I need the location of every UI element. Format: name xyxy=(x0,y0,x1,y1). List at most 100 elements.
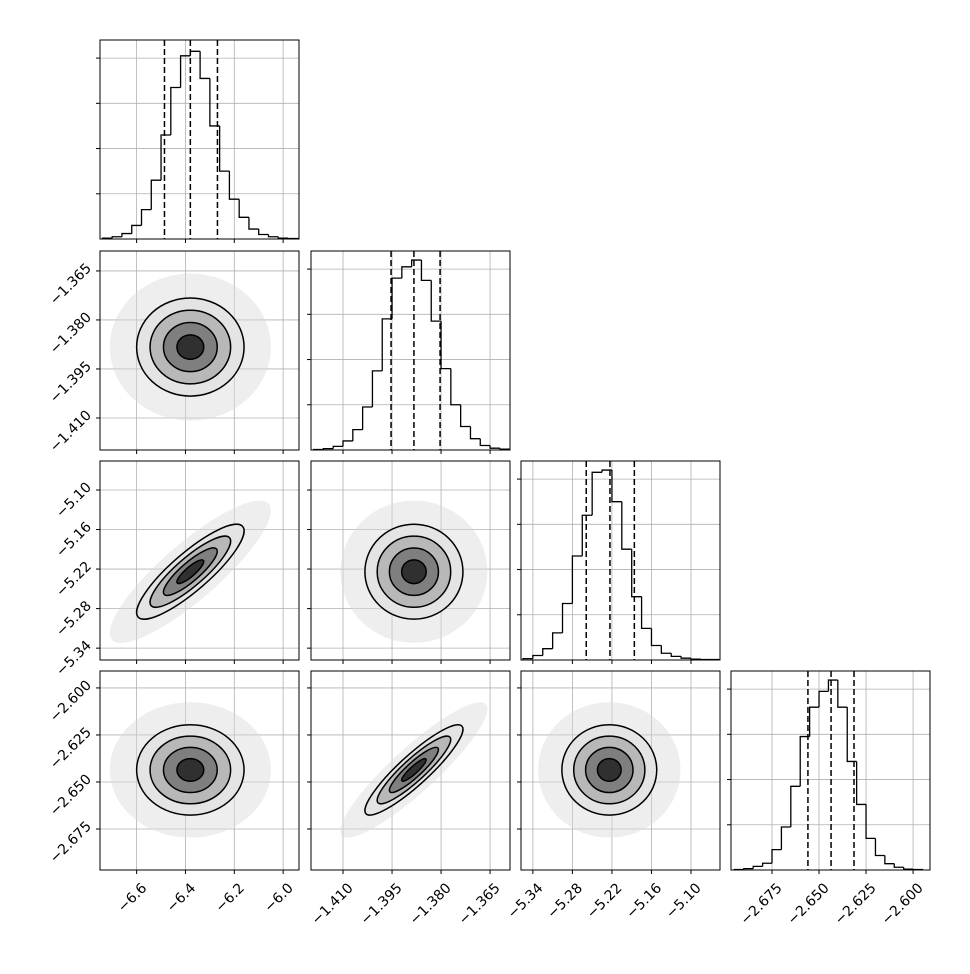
histogram-bin xyxy=(810,707,819,736)
y-tick-label: −1.380 xyxy=(47,309,95,357)
histogram-bin xyxy=(661,646,671,654)
histogram-bin xyxy=(681,656,691,658)
histogram-bin xyxy=(190,51,200,56)
x-tick-label: −5.34 xyxy=(505,880,547,922)
histogram-bin xyxy=(461,405,471,427)
histogram-bin xyxy=(239,199,249,217)
histogram-bin xyxy=(533,655,543,658)
y-tick-label: −1.395 xyxy=(47,358,95,406)
histogram-bin xyxy=(402,267,412,278)
histogram-bin xyxy=(259,229,269,234)
histogram-bin xyxy=(353,430,363,441)
contour xyxy=(402,560,427,584)
x-tick-label: −2.625 xyxy=(832,880,880,928)
histogram-bin xyxy=(857,761,866,804)
x-tick-label: −6.2 xyxy=(213,880,248,915)
x-tick-label: −5.10 xyxy=(663,880,705,922)
panel xyxy=(311,461,510,660)
x-tick-label: −6.4 xyxy=(164,880,199,915)
histogram-bin xyxy=(744,869,753,870)
histogram-bin xyxy=(372,371,382,407)
panel xyxy=(311,671,510,870)
histogram-bin xyxy=(632,549,642,596)
histogram-bin xyxy=(791,786,800,827)
histogram-bin xyxy=(200,51,210,78)
x-tick-label: −5.16 xyxy=(623,880,665,922)
histogram-bin xyxy=(543,649,553,656)
histogram-bin xyxy=(691,658,701,659)
histogram-bin xyxy=(828,680,837,691)
panel xyxy=(521,671,720,870)
histogram-bin xyxy=(470,426,480,438)
x-tick-label: −2.675 xyxy=(738,880,786,928)
histogram-bin xyxy=(904,867,913,869)
histogram-bin xyxy=(323,449,333,450)
x-tick-label: −2.600 xyxy=(879,880,927,928)
x-tick-label: −5.22 xyxy=(584,880,626,922)
histogram-bin xyxy=(772,850,781,864)
histogram-bin xyxy=(622,502,632,549)
y-tick-label: −5.28 xyxy=(53,598,95,640)
panel xyxy=(100,251,299,450)
histogram-bin xyxy=(612,470,622,502)
histogram-bin xyxy=(490,445,500,448)
y-tick-label: −5.22 xyxy=(53,559,95,601)
x-tick-label: −6.6 xyxy=(115,880,150,915)
contour xyxy=(597,759,621,782)
histogram-bin xyxy=(333,446,343,448)
histogram-bin xyxy=(161,135,171,180)
histogram-bin xyxy=(421,260,431,280)
histogram-bin xyxy=(480,439,490,446)
x-tick-label: −1.380 xyxy=(407,880,455,928)
x-tick-label: −6.0 xyxy=(261,880,296,915)
histogram-bin xyxy=(894,864,903,868)
panel-frame xyxy=(311,251,510,450)
y-tick-label: −5.10 xyxy=(53,480,95,522)
x-tick-label: −2.650 xyxy=(785,880,833,928)
histogram-bin xyxy=(838,680,847,707)
histogram-bin xyxy=(875,838,884,855)
histogram-bin xyxy=(671,653,681,656)
histogram-bin xyxy=(151,180,161,209)
y-tick-label: −5.16 xyxy=(53,519,95,561)
y-tick-label: −1.365 xyxy=(47,260,95,308)
histogram-bin xyxy=(343,441,353,446)
panel-frame xyxy=(521,461,720,660)
histogram-bin xyxy=(781,827,790,850)
y-tick-label: −2.675 xyxy=(47,819,95,867)
contour xyxy=(177,759,204,782)
y-tick-label: −2.650 xyxy=(47,771,95,819)
panel xyxy=(93,461,299,661)
histogram-bin xyxy=(392,278,402,319)
panel xyxy=(311,251,510,450)
histogram-bin xyxy=(441,321,451,368)
panel xyxy=(521,461,721,660)
x-tick-label: −1.395 xyxy=(358,880,406,928)
x-tick-label: −1.410 xyxy=(309,880,357,928)
y-tick-label: −1.410 xyxy=(47,407,95,455)
histogram-bin xyxy=(885,856,894,864)
histogram-bin xyxy=(171,87,181,134)
histogram-bin xyxy=(142,210,152,226)
histogram-bin xyxy=(122,234,132,237)
panel xyxy=(731,671,930,870)
histogram-bin xyxy=(412,260,422,267)
y-tick-label: −2.625 xyxy=(47,724,95,772)
y-tick-label: −5.34 xyxy=(53,638,95,680)
histogram-bin xyxy=(582,515,592,556)
histogram-bin xyxy=(249,217,259,229)
histogram-bin xyxy=(753,866,762,868)
y-tick-label: −2.600 xyxy=(47,677,95,725)
x-tick-label: −5.28 xyxy=(544,880,586,922)
panel xyxy=(100,40,299,239)
histogram-bin xyxy=(642,597,652,629)
histogram-bin xyxy=(268,234,278,236)
histogram-bin xyxy=(866,804,875,838)
histogram-bin xyxy=(451,369,461,405)
histogram-bin xyxy=(763,863,772,866)
histogram-bin xyxy=(572,556,582,603)
histogram-bin xyxy=(363,407,373,430)
histogram-bin xyxy=(563,603,573,632)
histogram-bin xyxy=(651,628,661,645)
